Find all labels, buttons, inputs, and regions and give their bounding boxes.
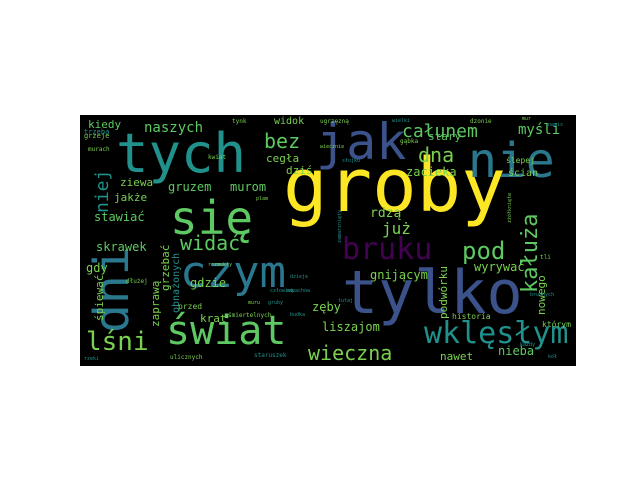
word-staruszek: staruszek [254,352,287,359]
word-grzebac: grzebać [159,244,172,291]
word-rozmokly: rozmokły [208,262,233,268]
word-krat: krat [200,312,227,325]
word-jakze: jakże [114,191,148,204]
word-cloud: groby tylko czym tych jak nie się dni św… [80,115,576,366]
word-kwiat: kwiat [208,154,227,161]
word-gdy: gdy [86,261,108,275]
word-murach: murach [88,146,110,153]
word-spiewac: śpiewać [93,274,106,321]
word-plam: plam [256,196,269,202]
word-zamarzniety: zamarznięty [337,209,343,243]
word-gruzem: gruzem [168,180,212,194]
word-czlowiek: człowiek [270,288,295,294]
word-zeby: zęby [312,300,341,314]
word-budka: budka [290,312,306,318]
word-trzeba: trzeba [84,128,110,136]
word-dzieje: dzieje [290,274,309,280]
word-wyrywac: wyrywać [474,260,525,274]
word-jak: jak [316,115,407,171]
word-muru: muru [248,300,261,306]
word-cegla: cegła [266,152,300,165]
word-juz: już [382,219,411,238]
word-zzolkniete: zżółknięte [507,192,513,223]
word-stary: stary [428,130,462,143]
word-widac: widać [180,231,241,255]
word-swiat: świat [166,308,287,354]
word-niej: niej [92,169,113,213]
word-skrawek: skrawek [96,240,147,254]
word-murom: murom [230,180,267,194]
word-widok: widok [274,116,305,127]
word-rzeki: rzeki [84,356,100,362]
word-tych: tych [116,122,247,185]
word-ktorym: którym [542,320,571,329]
word-tylko: tylko [342,258,523,328]
word-ulicznych: ulicznych [170,354,203,361]
word-wielki: wielki [392,118,411,124]
word-historia: historia [452,312,491,321]
word-mur: mur [522,116,532,122]
word-ugrzezna: ugrzęzną [320,118,349,125]
word-naszych: naszych [144,120,204,136]
word-mysli: myśli [518,122,561,138]
word-bez: bez [264,129,301,153]
word-slepej: ślepej [506,156,535,165]
word-dzis: dziś [286,164,313,177]
word-gruby: gruby [268,300,284,306]
word-scian: ścian [508,168,539,179]
word-tli: tli [540,254,551,261]
word-podworku: podwórku [437,266,450,319]
word-tutaj: tutaj [338,298,354,304]
word-zapachow: zapachów [286,288,311,294]
word-kol: kół [548,354,558,360]
word-kiedy: kiedy [88,118,122,131]
word-napis: napis [548,122,564,128]
word-ziewa: ziewa [120,176,154,189]
word-tynk: tynk [232,118,247,125]
word-grzeje: grzeje [84,132,110,140]
word-czym: czym [180,247,286,298]
word-liszajom: liszajom [322,320,380,334]
word-kazdy: każdy [520,342,536,348]
word-slojku: słojku [342,158,361,164]
word-smiertelnych: śmiertelnych [228,312,272,319]
word-brudnych: brudnych [530,292,555,298]
word-stawiac: stawiać [94,210,145,224]
word-groby: groby [283,143,506,229]
word-wiecznie: wiecznie [320,144,345,150]
word-zacieka: zacieka [406,165,457,179]
word-bruku: bruku [342,232,433,267]
word-gdzie: gdzie [190,276,227,290]
word-pod: pod [462,237,506,265]
word-wklęslym: wklęsłym [424,316,569,351]
word-sie: się [170,191,254,245]
word-rdza: rdzą [370,206,402,221]
word-nieba: nieba [498,344,535,358]
word-nawet: nawet [440,350,474,363]
word-nie: nie [468,133,555,189]
word-calunem: całunem [402,121,478,142]
word-dna: dna [418,143,455,167]
word-wieczna: wieczna [308,341,393,365]
word-gabka: gąbka [400,138,419,145]
word-przed: przed [178,302,203,311]
word-dzonie: dzonie [470,118,492,125]
word-lsni: lśni [86,327,149,357]
word-dluzej: dłużej [126,278,148,285]
word-gnijacym: gnijącym [370,268,428,282]
